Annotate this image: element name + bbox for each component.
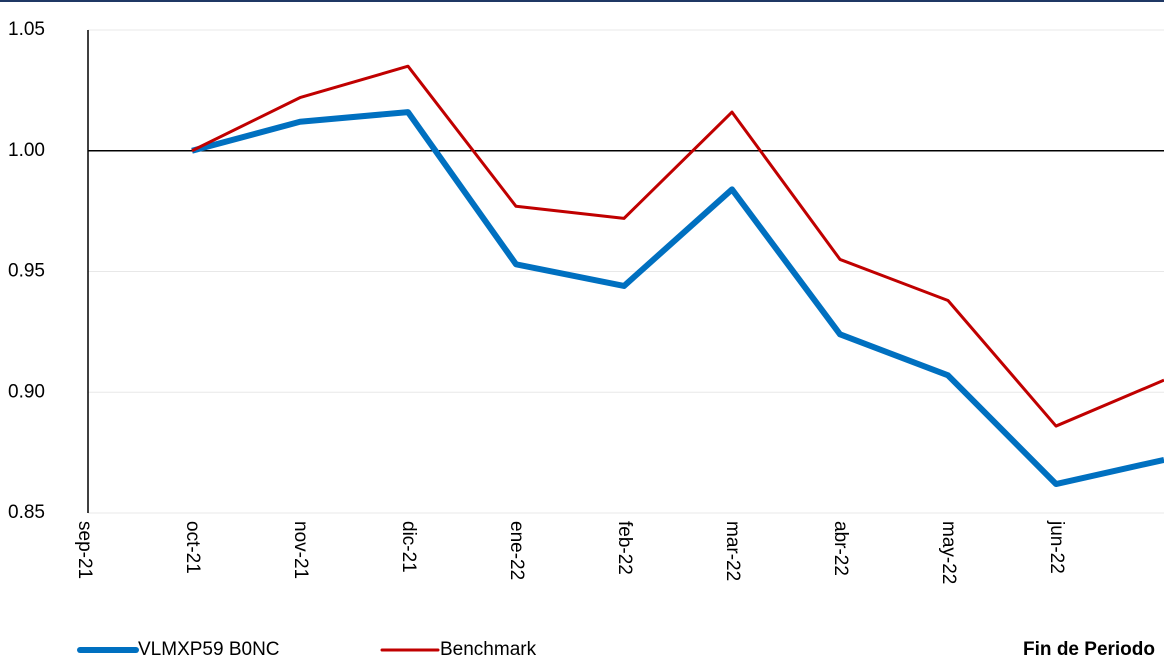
legend-label: VLMXP59 B0NC <box>138 639 280 660</box>
x-axis-label: Fin de Periodo <box>1023 639 1155 660</box>
x-tick-label: may-22 <box>938 521 959 584</box>
x-tick-label: abr-22 <box>830 521 851 576</box>
y-tick-label: 1.05 <box>8 19 45 40</box>
x-tick-label: mar-22 <box>722 521 743 581</box>
series-line <box>191 109 1164 488</box>
x-tick-label: jun-22 <box>1046 520 1067 574</box>
y-tick-label: 1.00 <box>8 140 45 161</box>
series-group <box>191 64 1164 428</box>
x-tick-label: oct-21 <box>182 521 203 574</box>
x-tick-label: ene-22 <box>506 521 527 580</box>
x-tick-label: feb-22 <box>614 521 635 575</box>
legend-label: Benchmark <box>440 639 537 660</box>
x-tick-label: nov-21 <box>290 521 311 579</box>
series-line <box>191 64 1164 428</box>
top-border <box>0 0 1164 2</box>
y-tick-label: 0.95 <box>8 261 45 282</box>
y-tick-label: 0.85 <box>8 502 45 523</box>
x-tick-label: sep-21 <box>74 521 95 579</box>
x-tick-label: dic-21 <box>398 521 419 573</box>
series-group <box>191 109 1164 488</box>
y-tick-label: 0.90 <box>8 381 45 402</box>
